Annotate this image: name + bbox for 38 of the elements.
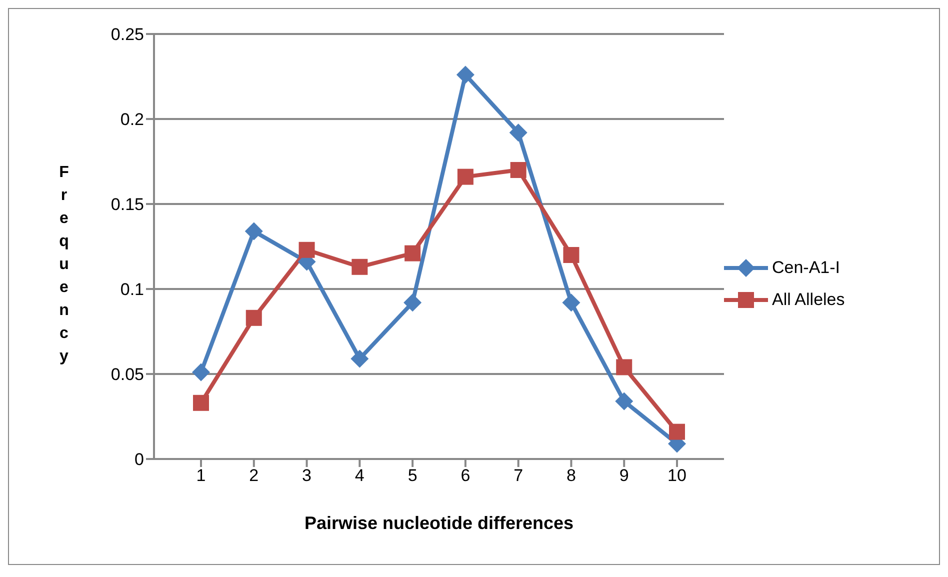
legend-label: All Alleles [772,290,845,310]
point [669,424,685,440]
x-tick-label: 4 [354,466,364,486]
y-tick-label: 0.1 [120,280,144,300]
point [244,222,263,240]
point [563,247,580,263]
point [510,162,526,178]
x-tick-label: 2 [249,466,259,486]
x-tick-label: 9 [619,466,629,486]
x-tick-label: 8 [566,466,576,486]
x-tick-label: 3 [302,466,312,486]
x-tick-label: 7 [514,466,524,486]
point [404,294,422,312]
text: Frequency [59,164,69,365]
x-tick-label: 6 [460,466,470,486]
point [615,392,634,410]
point [457,168,474,185]
point [350,350,369,368]
point [404,245,421,262]
legend-label: Cen-A1-I [772,258,840,278]
y-tick-label: 0.15 [110,195,144,214]
y-tick-label: 0 [134,450,144,470]
y-tick-label: 0.25 [110,25,144,44]
x-tick-label: 5 [408,466,418,486]
point [616,359,632,376]
y-tick-label: 0.05 [110,365,144,384]
point [193,394,209,411]
point [562,294,580,312]
x-tick-label: 1 [196,466,206,486]
point [509,124,528,142]
point [246,310,262,326]
point [456,66,474,84]
x-tick-label: 10 [668,466,686,486]
point [192,363,210,382]
point [298,242,315,258]
y-tick-label: 0.2 [120,110,144,130]
x-axis-title: Pairwise nucleotide differences [304,513,574,533]
point [352,258,368,275]
